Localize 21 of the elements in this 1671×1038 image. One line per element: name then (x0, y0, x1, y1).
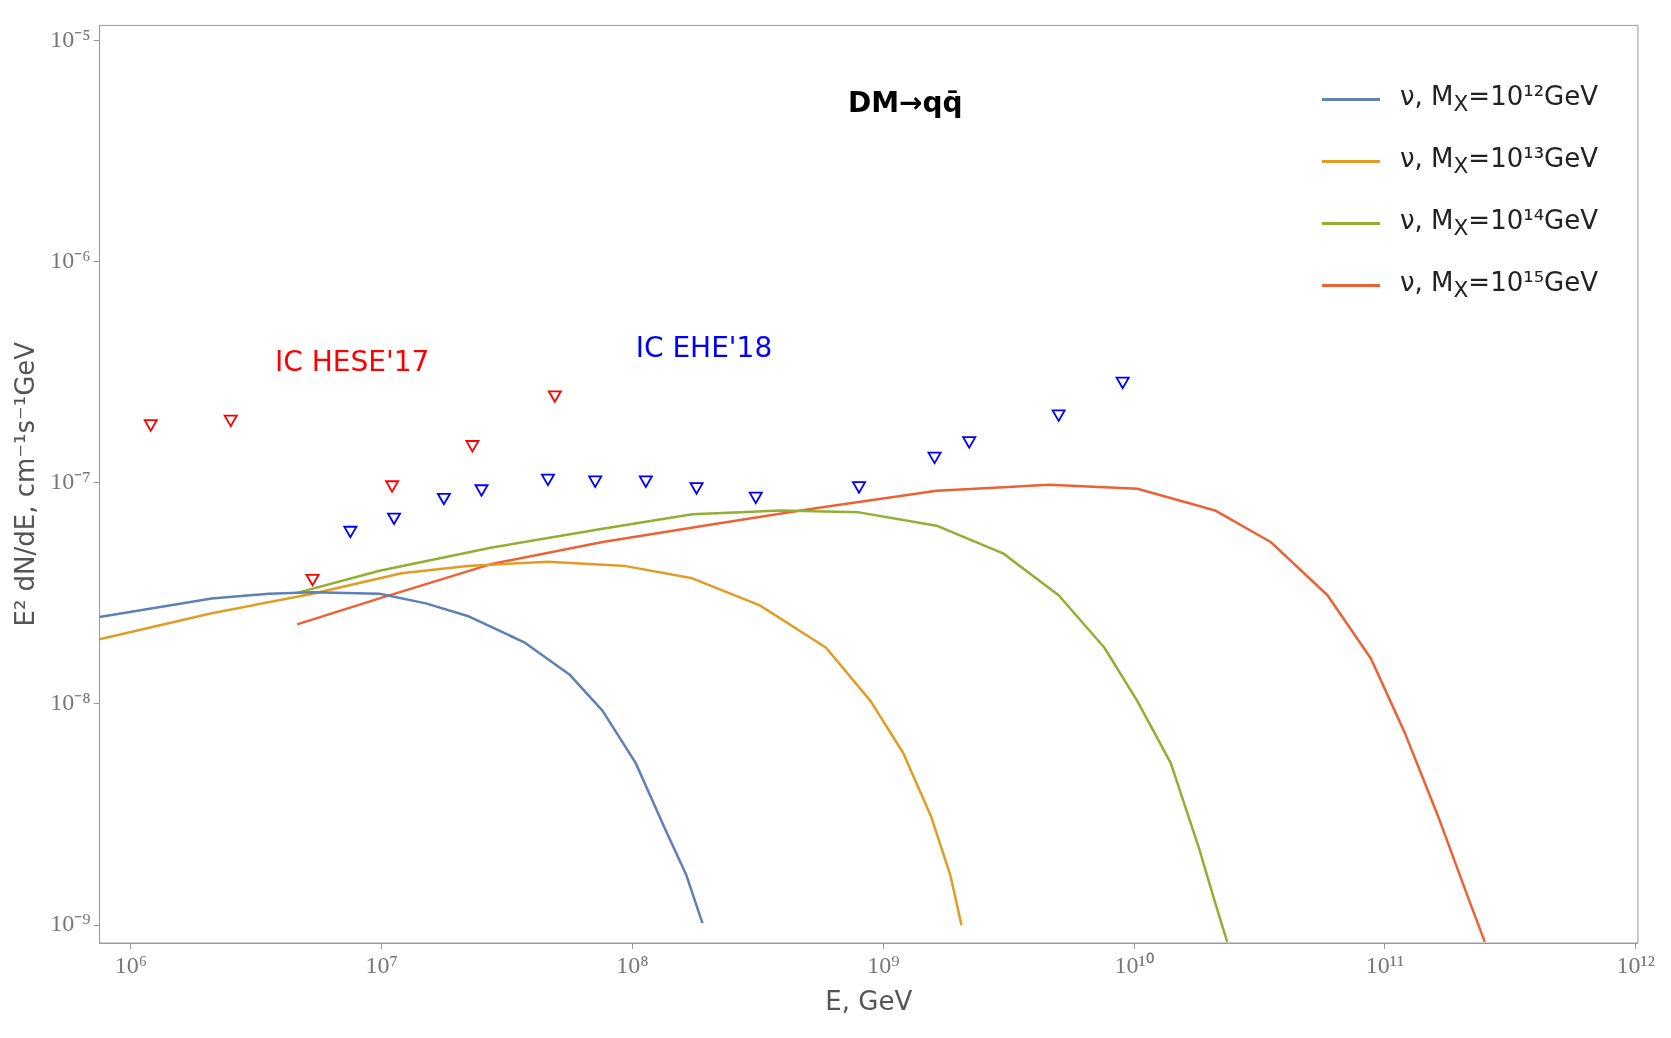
text: DM→qq̄ (848, 86, 963, 119)
y-tick-label: 10⁻⁹ (50, 910, 91, 937)
x-tick-label: 10¹² (1616, 951, 1655, 978)
x-tick-label: 10⁷ (365, 951, 398, 978)
y-tick-label: 10⁻⁷ (50, 468, 91, 495)
y-tick-label: 10⁻⁵ (50, 25, 91, 52)
x-axis-title: E, GeV (825, 986, 913, 1017)
x-tick-label: 10⁶ (114, 951, 148, 978)
x-tick-label: 10⁸ (616, 951, 649, 978)
y-tick-label: 10⁻⁸ (50, 689, 91, 716)
x-tick-label: 10⁹ (867, 951, 900, 978)
x-tick-label: 10¹¹ (1365, 951, 1405, 978)
legend-label: ν, M$_{X}$=10¹²GeV (1400, 81, 1598, 117)
legend-label: ν, M$_{X}$=10¹³GeV (1400, 143, 1598, 179)
series-label: IC HESE'17 (275, 344, 430, 378)
y-tick-label: 10⁻⁶ (50, 246, 91, 273)
legend-label: ν, M$_{X}$=10¹⁴GeV (1400, 205, 1598, 241)
y-axis-title: E² dN/dE, cm⁻¹s⁻¹GeV (10, 341, 41, 627)
x-tick-label: 10¹⁰ (1114, 951, 1154, 978)
legend-label: ν, M$_{X}$=10¹⁵GeV (1400, 267, 1598, 303)
text: IC EHE'18 (635, 330, 773, 364)
